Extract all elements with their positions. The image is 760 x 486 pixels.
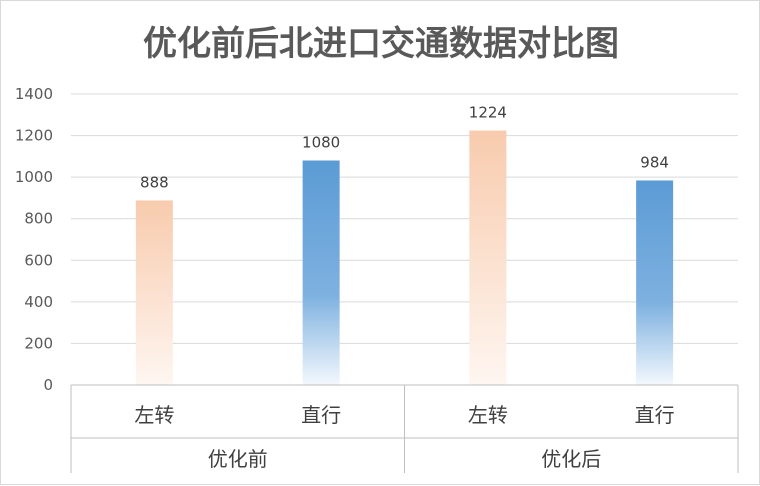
data-labels: 888 1080 1224 984 [140, 104, 669, 192]
y-tick-label: 600 [24, 251, 53, 269]
bar-优化前-直行 [302, 160, 340, 385]
chart-title: 优化前后北进口交通数据对比图 [143, 24, 619, 64]
bar-优化后-左转 [469, 130, 507, 385]
y-tick-label: 1200 [15, 127, 53, 145]
x-category-label: 左转 [134, 403, 174, 427]
y-tick-label: 0 [43, 376, 53, 394]
x-category-label: 直行 [301, 403, 341, 427]
x-category-label: 直行 [635, 403, 675, 427]
x-group-label: 优化后 [541, 447, 601, 471]
data-label: 984 [640, 153, 669, 171]
x-group-label: 优化前 [208, 447, 268, 471]
y-tick-label: 1400 [15, 85, 53, 103]
y-tick-label: 1000 [15, 168, 53, 186]
x-category-label: 左转 [468, 403, 508, 427]
data-label: 1224 [469, 104, 507, 122]
data-label: 1080 [302, 134, 340, 152]
gridlines [71, 93, 738, 386]
bars [135, 130, 674, 385]
data-label: 888 [140, 173, 169, 191]
y-tick-label: 800 [24, 210, 53, 228]
y-tick-label: 400 [24, 293, 53, 311]
y-tick-label: 200 [24, 334, 53, 352]
y-axis-ticks: 0 200 400 600 800 1000 1200 1400 [15, 85, 53, 394]
bar-优化后-直行 [636, 180, 674, 385]
bar-优化前-左转 [135, 200, 173, 385]
